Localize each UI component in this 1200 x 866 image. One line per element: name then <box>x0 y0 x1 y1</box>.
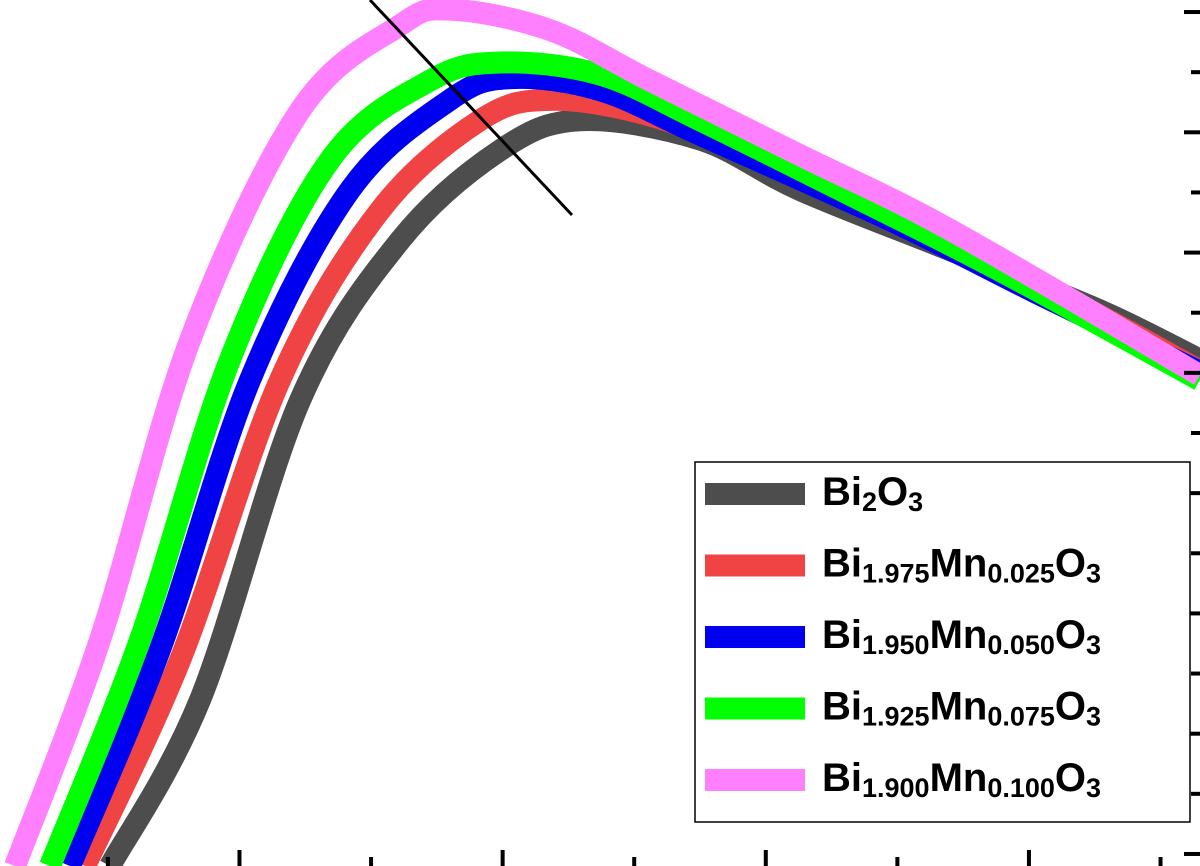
subscript: 3 <box>1086 701 1101 731</box>
subscript: 1.975 <box>862 558 930 588</box>
legend-text: Mn <box>930 756 988 800</box>
legend-label: Bi2O3 <box>822 470 923 517</box>
legend-text: O <box>877 470 908 514</box>
legend-label: Bi1.950Mn0.050O3 <box>822 613 1101 660</box>
legend-text: Bi <box>822 684 862 728</box>
subscript: 3 <box>908 487 923 517</box>
legend-label: Bi1.900Mn0.100O3 <box>822 756 1101 803</box>
legend-text: Mn <box>930 613 988 657</box>
subscript: 0.075 <box>987 701 1055 731</box>
subscript: 1.900 <box>862 773 930 803</box>
subscript: 3 <box>1086 773 1101 803</box>
axes <box>105 10 1200 866</box>
legend-text: O <box>1055 613 1086 657</box>
subscript: 3 <box>1086 630 1101 660</box>
series-line <box>4 0 1200 866</box>
legend-text: Mn <box>930 684 988 728</box>
legend: Bi2O3Bi1.975Mn0.025O3Bi1.950Mn0.050O3Bi1… <box>705 470 1101 803</box>
legend-text: O <box>1055 684 1086 728</box>
subscript: 0.050 <box>987 630 1055 660</box>
subscript: 0.025 <box>987 558 1055 588</box>
legend-text: Bi <box>822 756 862 800</box>
legend-label: Bi1.925Mn0.075O3 <box>822 684 1101 731</box>
subscript: 3 <box>1086 558 1101 588</box>
plot-area <box>4 0 1200 866</box>
subscript: 2 <box>862 487 877 517</box>
legend-text: Bi <box>822 470 862 514</box>
annotation-arrow <box>368 0 574 217</box>
series-line <box>39 51 1200 866</box>
legend-text: Bi <box>822 613 862 657</box>
legend-label: Bi1.975Mn0.025O3 <box>822 541 1101 588</box>
legend-text: Mn <box>930 541 988 585</box>
legend-text: O <box>1055 541 1086 585</box>
subscript: 1.925 <box>862 701 930 731</box>
subscript: 0.100 <box>987 773 1055 803</box>
subscript: 1.950 <box>862 630 930 660</box>
legend-text: Bi <box>822 541 862 585</box>
legend-text: O <box>1055 756 1086 800</box>
